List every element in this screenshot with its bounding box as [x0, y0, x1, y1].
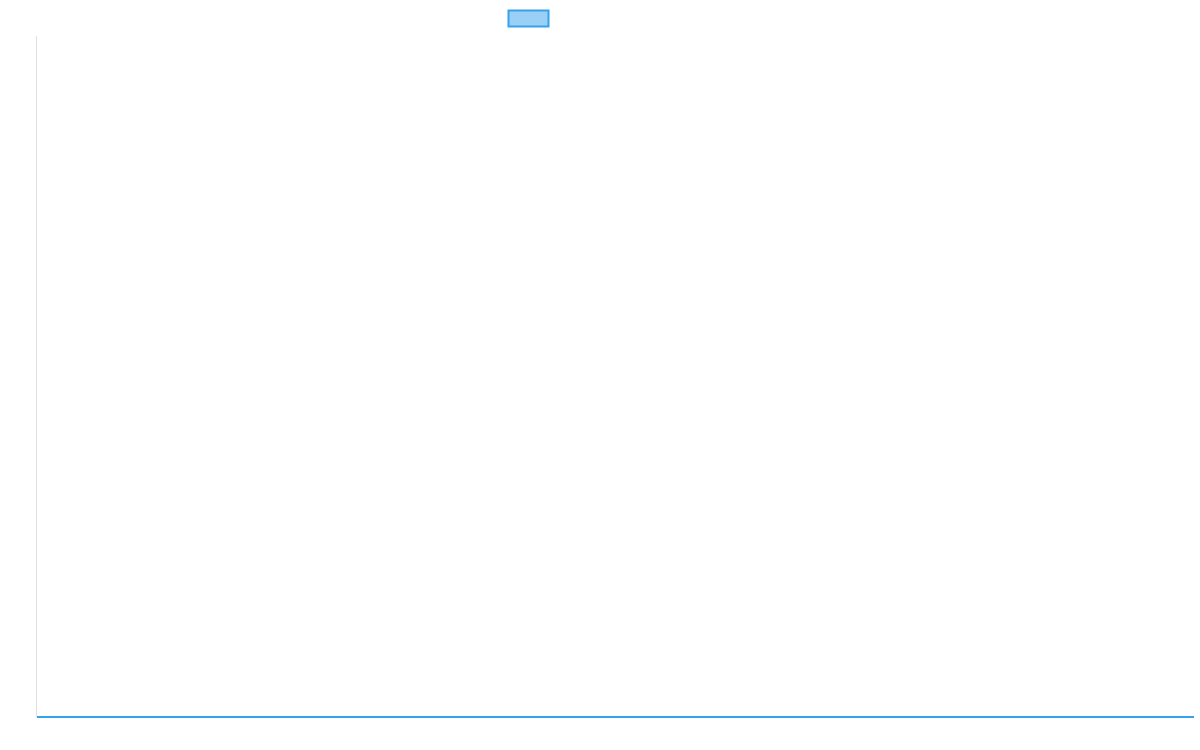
legend-swatch[interactable]: [507, 9, 550, 28]
